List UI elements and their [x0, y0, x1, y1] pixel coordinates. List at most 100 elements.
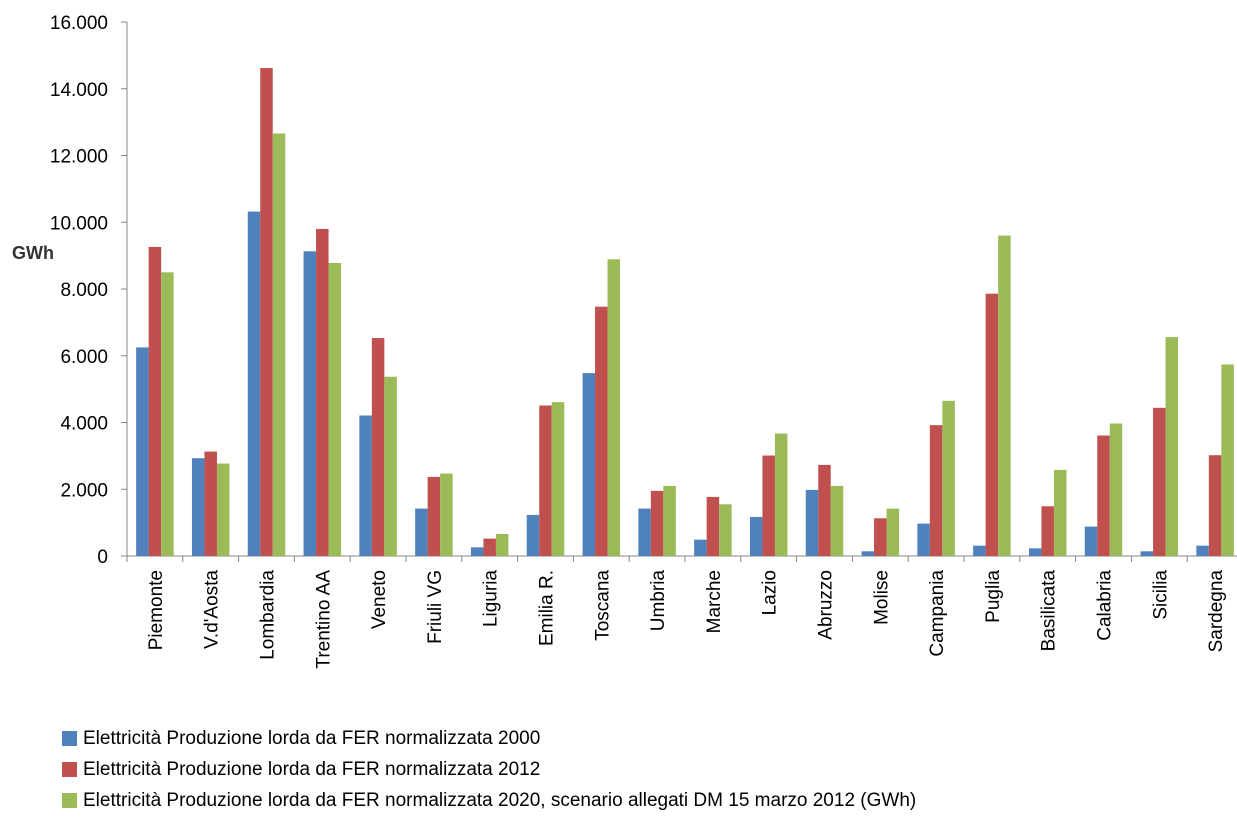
bar-GWh-trentinoaa — [328, 262, 342, 556]
legend-label-2020: Elettricità Produzione lorda da FER norm… — [83, 789, 917, 811]
bar-GWh-friulivg — [440, 473, 453, 556]
bar-2000-puglia — [973, 545, 986, 556]
y-tick-label: 4.000 — [60, 414, 108, 435]
x-ticks: Piemonte V.d'Aosta Lombardia Trentino AA Ven… — [126, 556, 1227, 669]
x-tick-label: Veneto — [369, 570, 390, 629]
legend-swatch-2020 — [62, 793, 77, 808]
bar-GWh-marche — [719, 504, 732, 556]
bar-2012-lombardia — [260, 68, 273, 557]
x-tick-label: Basilicata — [1039, 570, 1060, 652]
bar-2012-basilicata — [1041, 506, 1054, 556]
bar-GWh-emiliar — [551, 402, 565, 556]
bar-2000-basilicata — [1028, 548, 1042, 556]
bar-2000-toscana — [582, 373, 596, 556]
x-tick-label: Campania — [927, 570, 948, 657]
bar-2012-vdaosta — [204, 451, 217, 556]
legend-item-2012: Elettricità Produzione lorda da FER norm… — [62, 754, 916, 785]
bar-2012-toscana — [595, 306, 608, 556]
bar-GWh-abruzzo — [830, 485, 844, 556]
bar-2012-liguria — [483, 538, 496, 556]
bar-2012-piemonte — [148, 246, 162, 556]
bar-2000-marche — [694, 539, 707, 556]
x-tick-label: Piemonte — [146, 570, 167, 650]
bar-2000-lombardia — [247, 211, 261, 556]
x-tick-label: Friuli VG — [425, 570, 446, 644]
y-axis-label: GWh — [12, 243, 54, 263]
bar-GWh-lombardia — [272, 133, 286, 556]
x-tick-label: Sicilia — [1150, 570, 1171, 620]
y-tick-label: 12.000 — [50, 147, 108, 168]
bar-GWh-veneto — [384, 376, 397, 556]
bar-2012-molise — [874, 518, 887, 556]
y-tick-label: 8.000 — [60, 280, 108, 301]
bar-2000-vdaosta — [191, 458, 205, 556]
y-ticks: 0 2.000 4.000 6.000 8.000 10.000 12.000 14.000 1… — [50, 13, 127, 568]
bar-2012-friulivg — [427, 476, 441, 556]
bar-GWh-liguria — [495, 533, 509, 556]
y-tick-label: 16.000 — [50, 13, 108, 34]
legend-label-2012: Elettricità Produzione lorda da FER norm… — [83, 758, 541, 780]
x-tick-label: Lombardia — [258, 570, 279, 660]
bar-GWh-umbria — [663, 485, 676, 556]
y-tick-label: 0 — [97, 547, 108, 568]
bar-2000-sicilia — [1140, 551, 1154, 556]
bar-GWh-molise — [886, 508, 900, 556]
bar-GWh-calabria — [1109, 423, 1123, 556]
y-tick-label: 14.000 — [50, 80, 108, 101]
bar-2012-lazio — [762, 455, 775, 556]
x-tick-label: Umbria — [648, 570, 669, 632]
bar-GWh-toscana — [607, 259, 621, 556]
bar-GWh-sardegna — [1221, 364, 1234, 556]
legend-label-2000: Elettricità Produzione lorda da FER norm… — [83, 727, 541, 749]
bar-2000-campania — [917, 523, 930, 556]
legend-swatch-2012 — [62, 762, 77, 777]
bar-2012-marche — [706, 496, 720, 556]
x-tick-label: V.d'Aosta — [202, 570, 223, 649]
bar-GWh-campania — [942, 400, 955, 556]
bar-2000-trentinoaa — [303, 251, 317, 556]
x-tick-label: Marche — [704, 570, 725, 633]
bar-2012-puglia — [985, 293, 999, 556]
legend-item-2020: Elettricità Produzione lorda da FER norm… — [62, 785, 916, 816]
bar-2012-calabria — [1097, 435, 1110, 556]
bar-2000-umbria — [638, 508, 651, 556]
x-tick-label: Molise — [871, 570, 892, 625]
bar-GWh-puglia — [998, 235, 1011, 556]
bar-2000-molise — [861, 551, 875, 556]
x-tick-label: Trentino AA — [313, 570, 334, 669]
bar-2012-sicilia — [1153, 407, 1166, 556]
bar-2000-calabria — [1084, 526, 1098, 556]
bar-2000-sardegna — [1196, 545, 1209, 556]
x-tick-label: Liguria — [481, 570, 502, 627]
bar-2000-emiliar — [526, 514, 540, 556]
x-tick-label: Lazio — [760, 570, 781, 615]
bar-2000-piemonte — [136, 347, 149, 556]
legend-item-2000: Elettricità Produzione lorda da FER norm… — [62, 723, 916, 754]
y-tick-label: 6.000 — [60, 347, 108, 368]
bars — [136, 68, 1234, 557]
y-tick-label: 10.000 — [50, 213, 108, 234]
bar-2012-emiliar — [539, 405, 552, 556]
x-tick-label: Abruzzo — [816, 570, 837, 640]
bar-2000-liguria — [470, 547, 484, 556]
bar-2012-umbria — [650, 490, 664, 556]
bar-2012-abruzzo — [818, 464, 831, 556]
x-tick-label: Toscana — [592, 570, 613, 641]
bar-GWh-lazio — [774, 433, 788, 556]
bar-2000-abruzzo — [805, 489, 819, 556]
bar-2000-lazio — [749, 516, 763, 556]
legend-swatch-2000 — [62, 731, 77, 746]
legend: Elettricità Produzione lorda da FER norm… — [62, 723, 916, 816]
bar-GWh-piemonte — [161, 272, 174, 556]
bar-GWh-vdaosta — [216, 463, 230, 556]
bar-2012-campania — [929, 425, 943, 556]
bar-2012-sardegna — [1208, 455, 1222, 556]
x-tick-label: Sardegna — [1206, 570, 1227, 653]
bar-2000-friulivg — [415, 508, 428, 556]
bar-2000-veneto — [359, 415, 372, 556]
x-tick-label: Puglia — [983, 570, 1004, 623]
bar-GWh-sicilia — [1165, 337, 1179, 556]
bar-GWh-basilicata — [1053, 469, 1067, 556]
